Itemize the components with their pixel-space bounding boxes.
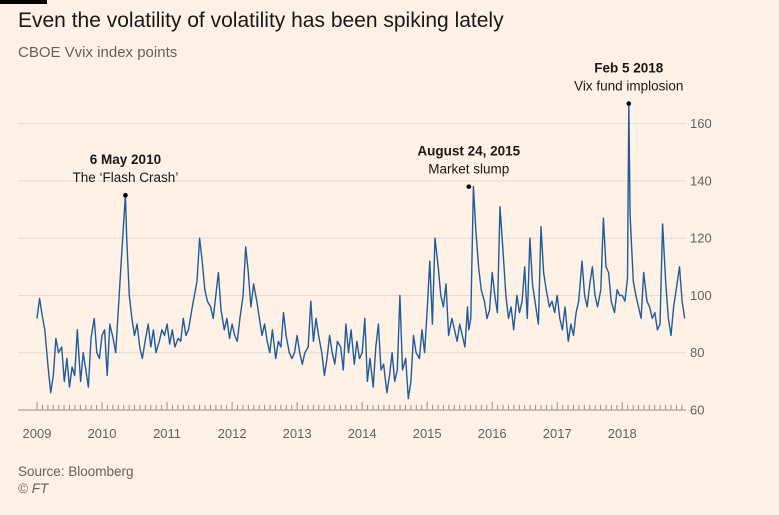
annotation-text: Market slump: [428, 162, 509, 177]
copyright-note: © FT: [18, 481, 49, 496]
x-tick-label: 2016: [478, 426, 507, 441]
y-tick-label: 140: [690, 173, 712, 188]
chart-subtitle: CBOE Vvix index points: [18, 44, 178, 61]
annotation-text: The ‘Flash Crash’: [73, 170, 179, 185]
y-tick-label: 80: [690, 345, 704, 360]
x-axis: 2009 2010 2011 2012 2013 2014 2015 2016 2017 2018: [18, 402, 686, 441]
x-tick-label: 2018: [608, 426, 637, 441]
x-tick-label: 2014: [348, 426, 377, 441]
source-note: Source: Bloomberg: [18, 464, 134, 479]
x-tick-label: 2017: [543, 426, 572, 441]
vvix-series-line: [36, 102, 686, 400]
x-tick-label: 2009: [23, 426, 52, 441]
y-tick-label: 60: [690, 403, 704, 418]
annotation-dot: [626, 101, 632, 106]
annotation-text: Vix fund implosion: [574, 79, 683, 94]
x-tick-label: 2012: [218, 426, 247, 441]
x-tick-label: 2013: [283, 426, 312, 441]
y-tick-label: 160: [690, 116, 712, 131]
y-tick-label: 120: [690, 231, 712, 246]
x-tick-label: 2015: [413, 426, 442, 441]
y-axis: 60 80 100 120 140 160: [690, 116, 712, 417]
y-tick-label: 100: [690, 288, 712, 303]
x-tick-label: 2010: [88, 426, 117, 441]
x-tick-label: 2011: [153, 426, 181, 441]
annotations: 6 May 2010 The ‘Flash Crash’ August 24, 20…: [73, 61, 683, 198]
annotation-heading: August 24, 2015: [417, 144, 520, 159]
ft-brand-bar: [0, 0, 47, 4]
annotation-heading: 6 May 2010: [90, 152, 161, 167]
chart-title: Even the volatility of volatility has be…: [18, 9, 504, 32]
series-layer: [36, 102, 686, 400]
annotation-heading: Feb 5 2018: [594, 61, 664, 76]
gridlines: [18, 123, 686, 354]
annotation-dot: [466, 184, 472, 189]
annotation-dot: [123, 192, 128, 198]
